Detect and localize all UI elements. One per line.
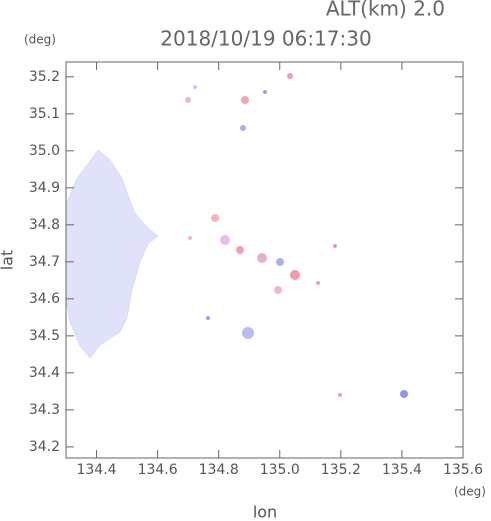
y-tick-label: 35.2 (29, 69, 60, 85)
plot-frame (65, 61, 464, 459)
x-tick-label: 135.6 (443, 462, 483, 478)
x-unit: (deg) (454, 485, 486, 499)
x-tick-label: 134.8 (199, 462, 239, 478)
x-tick-label: 135.0 (260, 462, 300, 478)
y-tick-label: 35.1 (29, 106, 60, 122)
land-echo (65, 149, 159, 359)
y-tick-label: 34.5 (29, 328, 60, 344)
y-tick-label: 35.0 (29, 143, 60, 159)
x-tick-label: 135.2 (321, 462, 361, 478)
x-label: lon (253, 503, 277, 521)
subtitle: ALT(km) 2.0 (326, 0, 445, 21)
x-tick-label: 135.4 (382, 462, 422, 478)
y-label: lat (0, 250, 17, 271)
y-tick-label: 34.8 (29, 217, 60, 233)
x-tick-label: 134.6 (138, 462, 178, 478)
y-tick-label: 34.3 (29, 402, 60, 418)
y-unit: (deg) (24, 33, 56, 47)
plot-area (65, 73, 408, 398)
y-tick-label: 34.4 (29, 365, 60, 381)
y-tick-label: 34.6 (29, 291, 60, 307)
x-tick-label: 134.4 (76, 462, 116, 478)
y-tick-label: 34.2 (29, 439, 60, 455)
y-tick-label: 34.7 (29, 254, 60, 270)
chart-title: 2018/10/19 06:17:30 (160, 27, 371, 51)
echo-specks (185, 73, 408, 398)
y-tick-label: 34.9 (29, 180, 60, 196)
